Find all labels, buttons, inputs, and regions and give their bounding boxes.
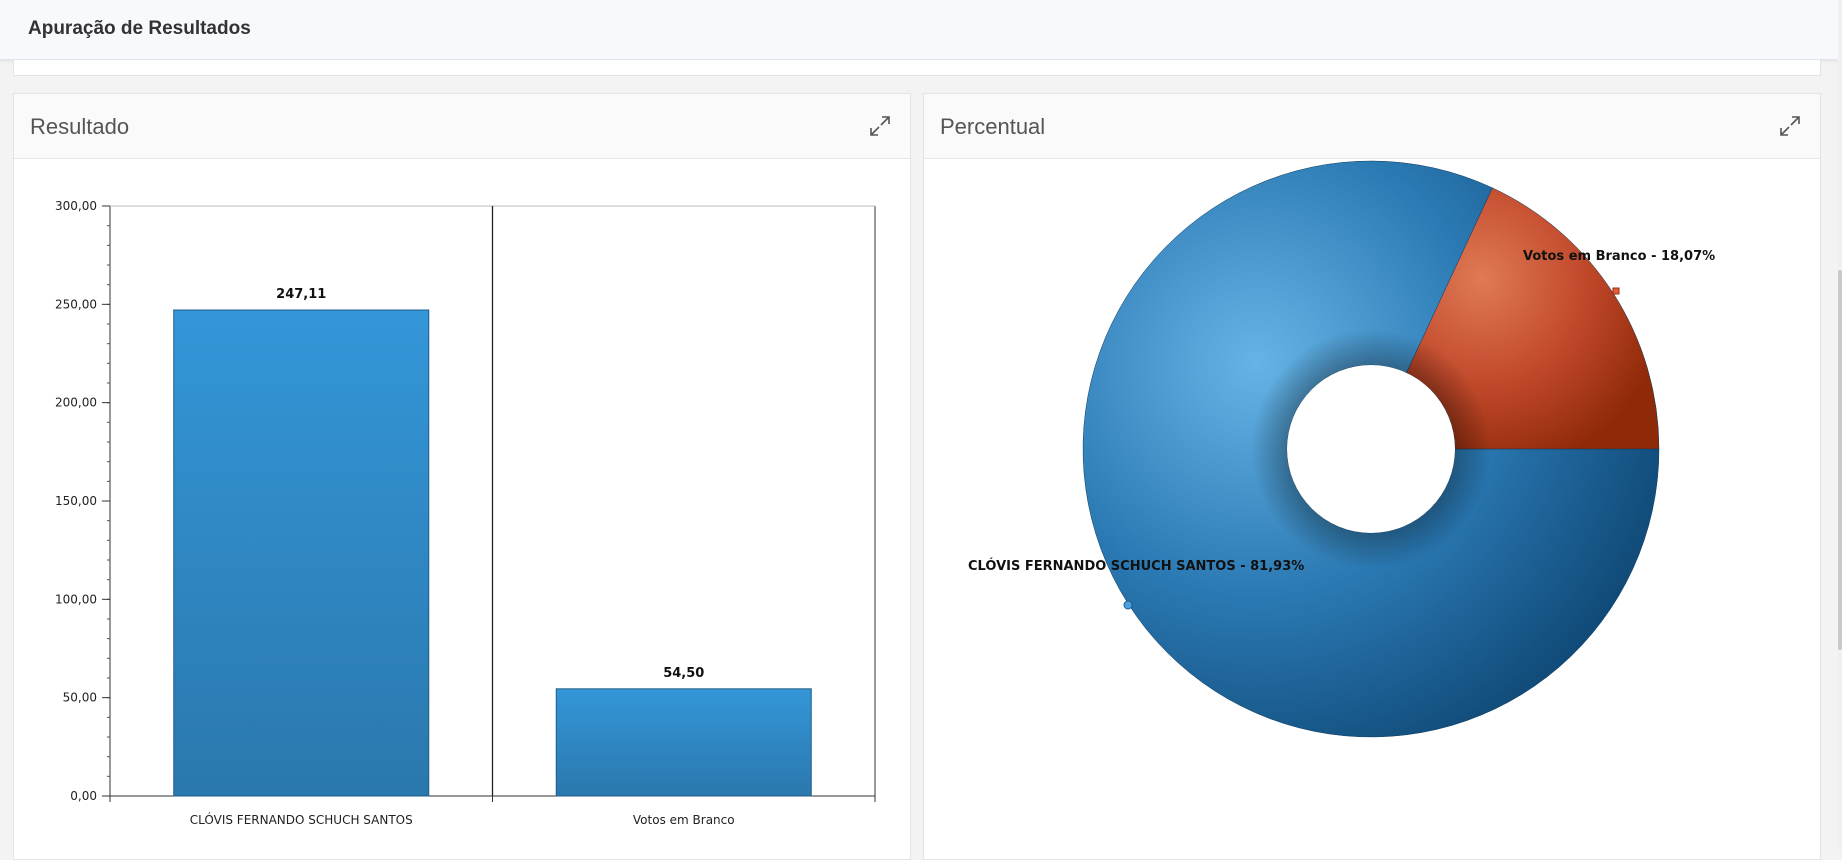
bar-value-label: 247,11: [276, 287, 326, 302]
x-tick-label: CLÓVIS FERNANDO SCHUCH SANTOS: [190, 812, 413, 827]
bar-chart: 0,00 50,00 100,00 150,00 200,00 250,00 300,00 2…: [55, 199, 876, 827]
y-tick-label: 250,00: [55, 297, 97, 311]
slice-marker: [1612, 287, 1620, 295]
panel-header: Resultado: [14, 94, 910, 159]
panel-header: Percentual: [924, 94, 1820, 159]
y-tick-label: 150,00: [55, 494, 97, 508]
bar[interactable]: [555, 688, 812, 797]
bar-value-label: 54,50: [663, 666, 704, 681]
slice-label: CLÓVIS FERNANDO SCHUCH SANTOS - 81,93%: [968, 558, 1304, 574]
y-tick-label: 200,00: [55, 396, 97, 410]
expand-icon[interactable]: [1778, 114, 1802, 138]
y-tick-label: 50,00: [63, 691, 97, 705]
page-scrollbar[interactable]: [1838, 0, 1842, 850]
slice-marker: [1123, 600, 1133, 610]
filter-strip: [13, 60, 1821, 76]
page-title: Apuração de Resultados: [28, 18, 251, 39]
y-tick-label: 0,00: [70, 789, 97, 803]
donut-hole: [1287, 365, 1455, 533]
expand-icon[interactable]: [868, 114, 892, 138]
percent-panel: Percentual CLÓVIS FERNANDO SCHUCH SANTOS…: [923, 93, 1821, 860]
bar[interactable]: [173, 309, 430, 797]
result-panel: Resultado 0,00 50,00 100,00 150,00 200,00 250…: [13, 93, 911, 860]
panel-title: Percentual: [940, 114, 1046, 139]
panel-title: Resultado: [30, 114, 130, 139]
top-header: Apuração de Resultados: [0, 0, 1838, 60]
donut-chart: CLÓVIS FERNANDO SCHUCH SANTOS - 81,93% Vo…: [968, 160, 1715, 738]
y-tick-label: 300,00: [55, 199, 97, 213]
scrollbar-thumb[interactable]: [1838, 270, 1842, 650]
x-tick-label: Votos em Branco: [633, 813, 735, 827]
slice-label: Votos em Branco - 18,07%: [1523, 249, 1715, 264]
y-tick-label: 100,00: [55, 592, 97, 606]
